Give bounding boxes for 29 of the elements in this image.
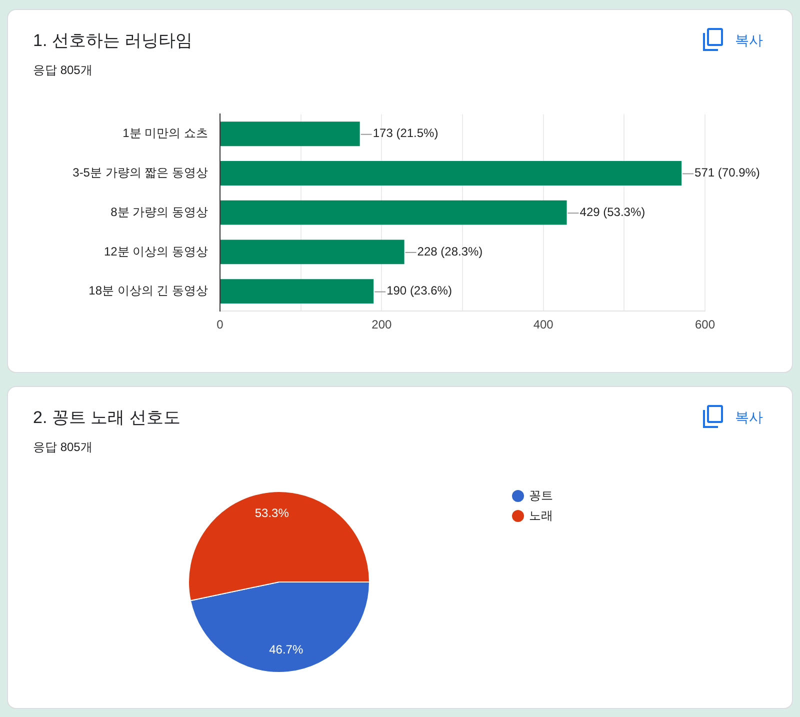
x-tick-label: 0	[216, 318, 224, 332]
data-label: 46.7%	[269, 642, 304, 657]
text: 복사	[735, 30, 763, 48]
data-label: 53.3%	[254, 506, 290, 520]
y-tick-label: 18분 이상의 긴 동영상	[88, 284, 208, 298]
chart-title: 1. 선호하는 러닝타임	[33, 30, 193, 52]
text: 응답 805개	[33, 62, 92, 78]
x-tick-label: 600	[694, 318, 716, 332]
bar	[220, 279, 374, 304]
text: 응답 805개	[33, 439, 92, 455]
chart-title: 2. 꽁트 노래 선호도	[33, 407, 180, 429]
data-label: 173 (21.5%)	[372, 126, 438, 140]
data-label: 429 (53.3%)	[580, 204, 646, 219]
text: 복사	[735, 408, 763, 426]
legend-label: 노래	[529, 508, 553, 522]
x-tick-label: 200	[372, 318, 392, 332]
bar	[220, 200, 567, 225]
legend-label: 꽁트	[529, 488, 553, 502]
y-tick-label: 1분 미만의 쇼츠	[122, 126, 208, 140]
bar	[220, 122, 360, 146]
y-tick-label: 12분 이상의 동영상	[104, 244, 208, 258]
data-label: 190 (23.6%)	[386, 284, 452, 298]
x-tick-label: 400	[533, 318, 554, 332]
data-label: 571 (70.9%)	[694, 166, 760, 180]
data-label: 228 (28.3%)	[417, 244, 483, 258]
bar	[220, 240, 404, 264]
y-tick-label: 8분 가량의 동영상	[110, 204, 208, 219]
bar	[220, 161, 682, 186]
y-tick-label: 3-5분 가량의 짧은 동영상	[72, 166, 208, 180]
